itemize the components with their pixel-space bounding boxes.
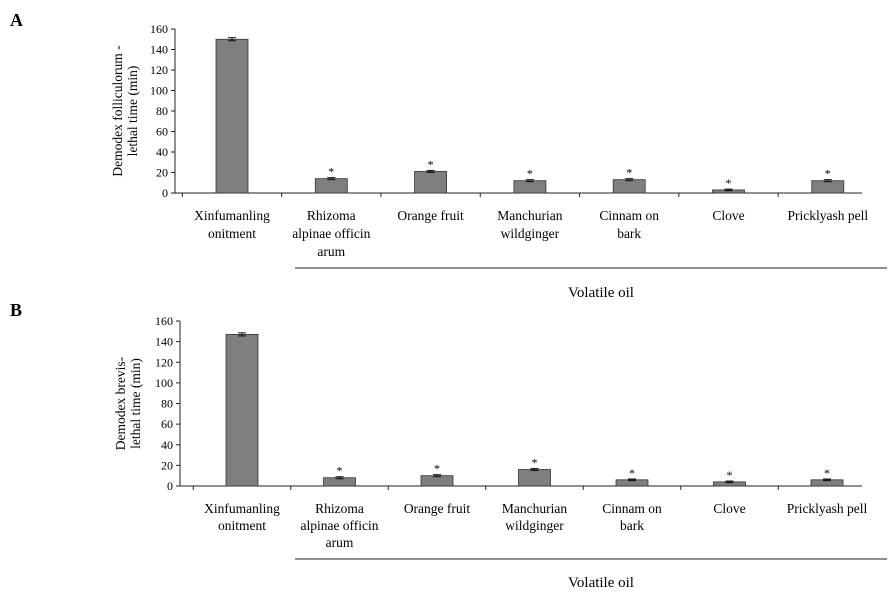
panel-b-category-label: wildginger (505, 518, 564, 533)
panel-b-y-tick-label: 140 (155, 335, 173, 349)
panel-b-category-label: bark (620, 518, 644, 533)
panel-a-y-tick-label: 60 (156, 125, 168, 139)
panel-b-significance-mark: * (824, 466, 830, 480)
panel-b-significance-mark: * (532, 455, 538, 469)
panel-a-bar (513, 180, 547, 194)
panel-a-significance-mark: * (527, 167, 533, 181)
panel-b-category-label: Pricklyash pell (787, 501, 868, 516)
panel-a-y-tick-label: 20 (156, 166, 168, 180)
panel-b-y-axis-label: Demodex brevis- (113, 356, 128, 450)
panel-b-y-tick-label: 160 (155, 314, 173, 328)
panel-b-label: B (10, 300, 22, 320)
panel-b-y-tick-label: 80 (161, 397, 173, 411)
panel-a-category-label: wildginger (501, 226, 560, 241)
panel-b-y-tick-label: 100 (155, 376, 173, 390)
panel-a-category-label: Pricklyash pell (787, 208, 868, 223)
panel-b-y-axis-label: lethal time (min) (128, 358, 143, 449)
panel-b-significance-mark: * (629, 466, 635, 480)
panel-a-category-label: arum (317, 244, 345, 259)
panel-b-category-label: Clove (713, 501, 745, 516)
panel-a-category-label: Xinfumanling (194, 208, 270, 223)
panel-b-y-tick-label: 60 (161, 417, 173, 431)
panel-a-category-label: Cinnam on (599, 208, 659, 223)
panel-a-significance-mark: * (726, 176, 732, 190)
panel-b-y-tick-label: 40 (161, 438, 173, 452)
panel-a-significance-mark: * (328, 165, 334, 179)
panel-a-bar (414, 171, 448, 194)
panel-a-bar (612, 179, 646, 194)
panel-a-y-axis-label: Demodex folliculorum - (110, 45, 125, 177)
panel-b-y-tick-label: 0 (167, 479, 173, 493)
panel-a-y-tick-label: 160 (150, 22, 168, 36)
panel-a-bar (811, 180, 845, 194)
panel-a-y-tick-label: 120 (150, 63, 168, 77)
panel-a-bar (314, 178, 348, 194)
panel-a-category-label: Clove (712, 208, 744, 223)
panel-a-y-tick-label: 100 (150, 84, 168, 98)
panel-b-category-label: alpinae officin (300, 518, 378, 533)
panel-b-category-label: onitment (218, 518, 266, 533)
panel-b-bar (420, 475, 454, 487)
panel-b-category-label: Xinfumanling (204, 501, 280, 516)
panel-a-category-label: Orange fruit (397, 208, 464, 223)
panel-a-y-tick-label: 140 (150, 43, 168, 57)
panel-a-category-label: Manchurian (497, 208, 562, 223)
panel-b-y-tick-label: 20 (161, 458, 173, 472)
panel-a-significance-mark: * (428, 157, 434, 171)
panel-a-significance-mark: * (626, 166, 632, 180)
panel-a-category-label: alpinae officin (292, 226, 370, 241)
panel-a-label: A (10, 10, 23, 30)
panel-b-category-label: Rhizoma (315, 501, 364, 516)
panel-b-category-label: arum (326, 535, 354, 550)
panel-b-bar (225, 334, 259, 487)
panel-b-group-label: Volatile oil (568, 575, 634, 591)
panel-a-y-tick-label: 80 (156, 104, 168, 118)
panel-b-significance-mark: * (434, 462, 440, 476)
panel-b-significance-mark: * (337, 464, 343, 478)
panel-b-category-label: Manchurian (502, 501, 567, 516)
panel-a-y-axis-label: lethal time (min) (125, 66, 140, 157)
panel-a-category-label: onitment (208, 226, 256, 241)
panel-b-y-tick-label: 120 (155, 355, 173, 369)
panel-a-bar (215, 38, 249, 194)
panel-a-group-label: Volatile oil (568, 285, 634, 301)
panel-a-y-tick-label: 40 (156, 145, 168, 159)
panel-b-bar (518, 469, 551, 487)
panel-b-category-label: Orange fruit (404, 501, 471, 516)
panel-a-category-label: Rhizoma (307, 208, 356, 223)
panel-b-significance-mark: * (727, 468, 733, 482)
panel-a-significance-mark: * (825, 167, 831, 181)
panel-a-y-tick-label: 0 (162, 186, 168, 200)
panel-b-category-label: Cinnam on (602, 501, 662, 516)
panel-a-category-label: bark (617, 226, 641, 241)
